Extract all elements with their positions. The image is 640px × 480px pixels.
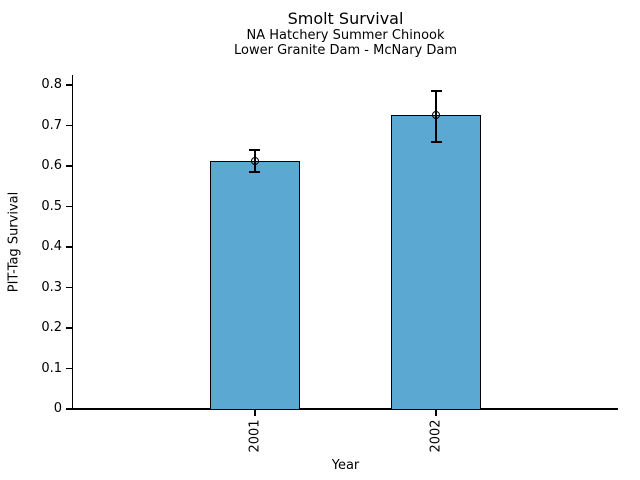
y-tick-label: 0.6: [41, 158, 62, 174]
y-tick-label: 0.5: [41, 198, 62, 214]
x-tick-mark: [435, 409, 438, 416]
error-bar-cap-top: [430, 90, 442, 93]
error-bar-open-circle-marker: [432, 111, 441, 120]
y-tick-mark: [66, 124, 73, 127]
x-tick-mark: [253, 409, 256, 416]
y-tick-label: 0.1: [41, 360, 62, 376]
y-tick-mark: [66, 205, 73, 208]
y-tick-label: 0.2: [41, 320, 62, 336]
y-tick-mark: [66, 408, 73, 410]
y-axis-line: [71, 75, 74, 410]
y-tick-mark: [66, 84, 73, 86]
error-bar-cap-bottom: [249, 171, 261, 173]
error-bar-cap-top: [249, 149, 261, 151]
y-tick-mark: [66, 367, 73, 370]
x-tick-label: 2002: [428, 419, 444, 453]
x-tick-label: 2001: [247, 419, 263, 453]
y-axis-label: PIT-Tag Survival: [6, 191, 22, 293]
y-tick-label: 0.7: [41, 117, 62, 133]
y-tick-label: 0.3: [41, 279, 62, 295]
y-tick-mark: [66, 286, 73, 289]
chart-subtitle-line2: Lower Granite Dam - McNary Dam: [234, 43, 457, 58]
chart-title: Smolt Survival: [287, 9, 404, 28]
y-tick-mark: [66, 327, 73, 329]
y-tick-label: 0.4: [41, 239, 62, 255]
error-bar-open-circle-marker: [250, 157, 259, 166]
error-bar-cap-bottom: [430, 140, 442, 143]
y-tick-label: 0: [53, 401, 62, 416]
y-tick-mark: [66, 246, 73, 248]
chart-subtitle-line1: NA Hatchery Summer Chinook: [246, 28, 445, 43]
bar-2001: [209, 161, 300, 410]
x-axis-label: Year: [331, 458, 360, 473]
x-axis-line: [71, 408, 618, 410]
y-tick-label: 0.8: [41, 77, 62, 93]
y-tick-mark: [66, 165, 73, 167]
bar-2002: [391, 115, 482, 410]
